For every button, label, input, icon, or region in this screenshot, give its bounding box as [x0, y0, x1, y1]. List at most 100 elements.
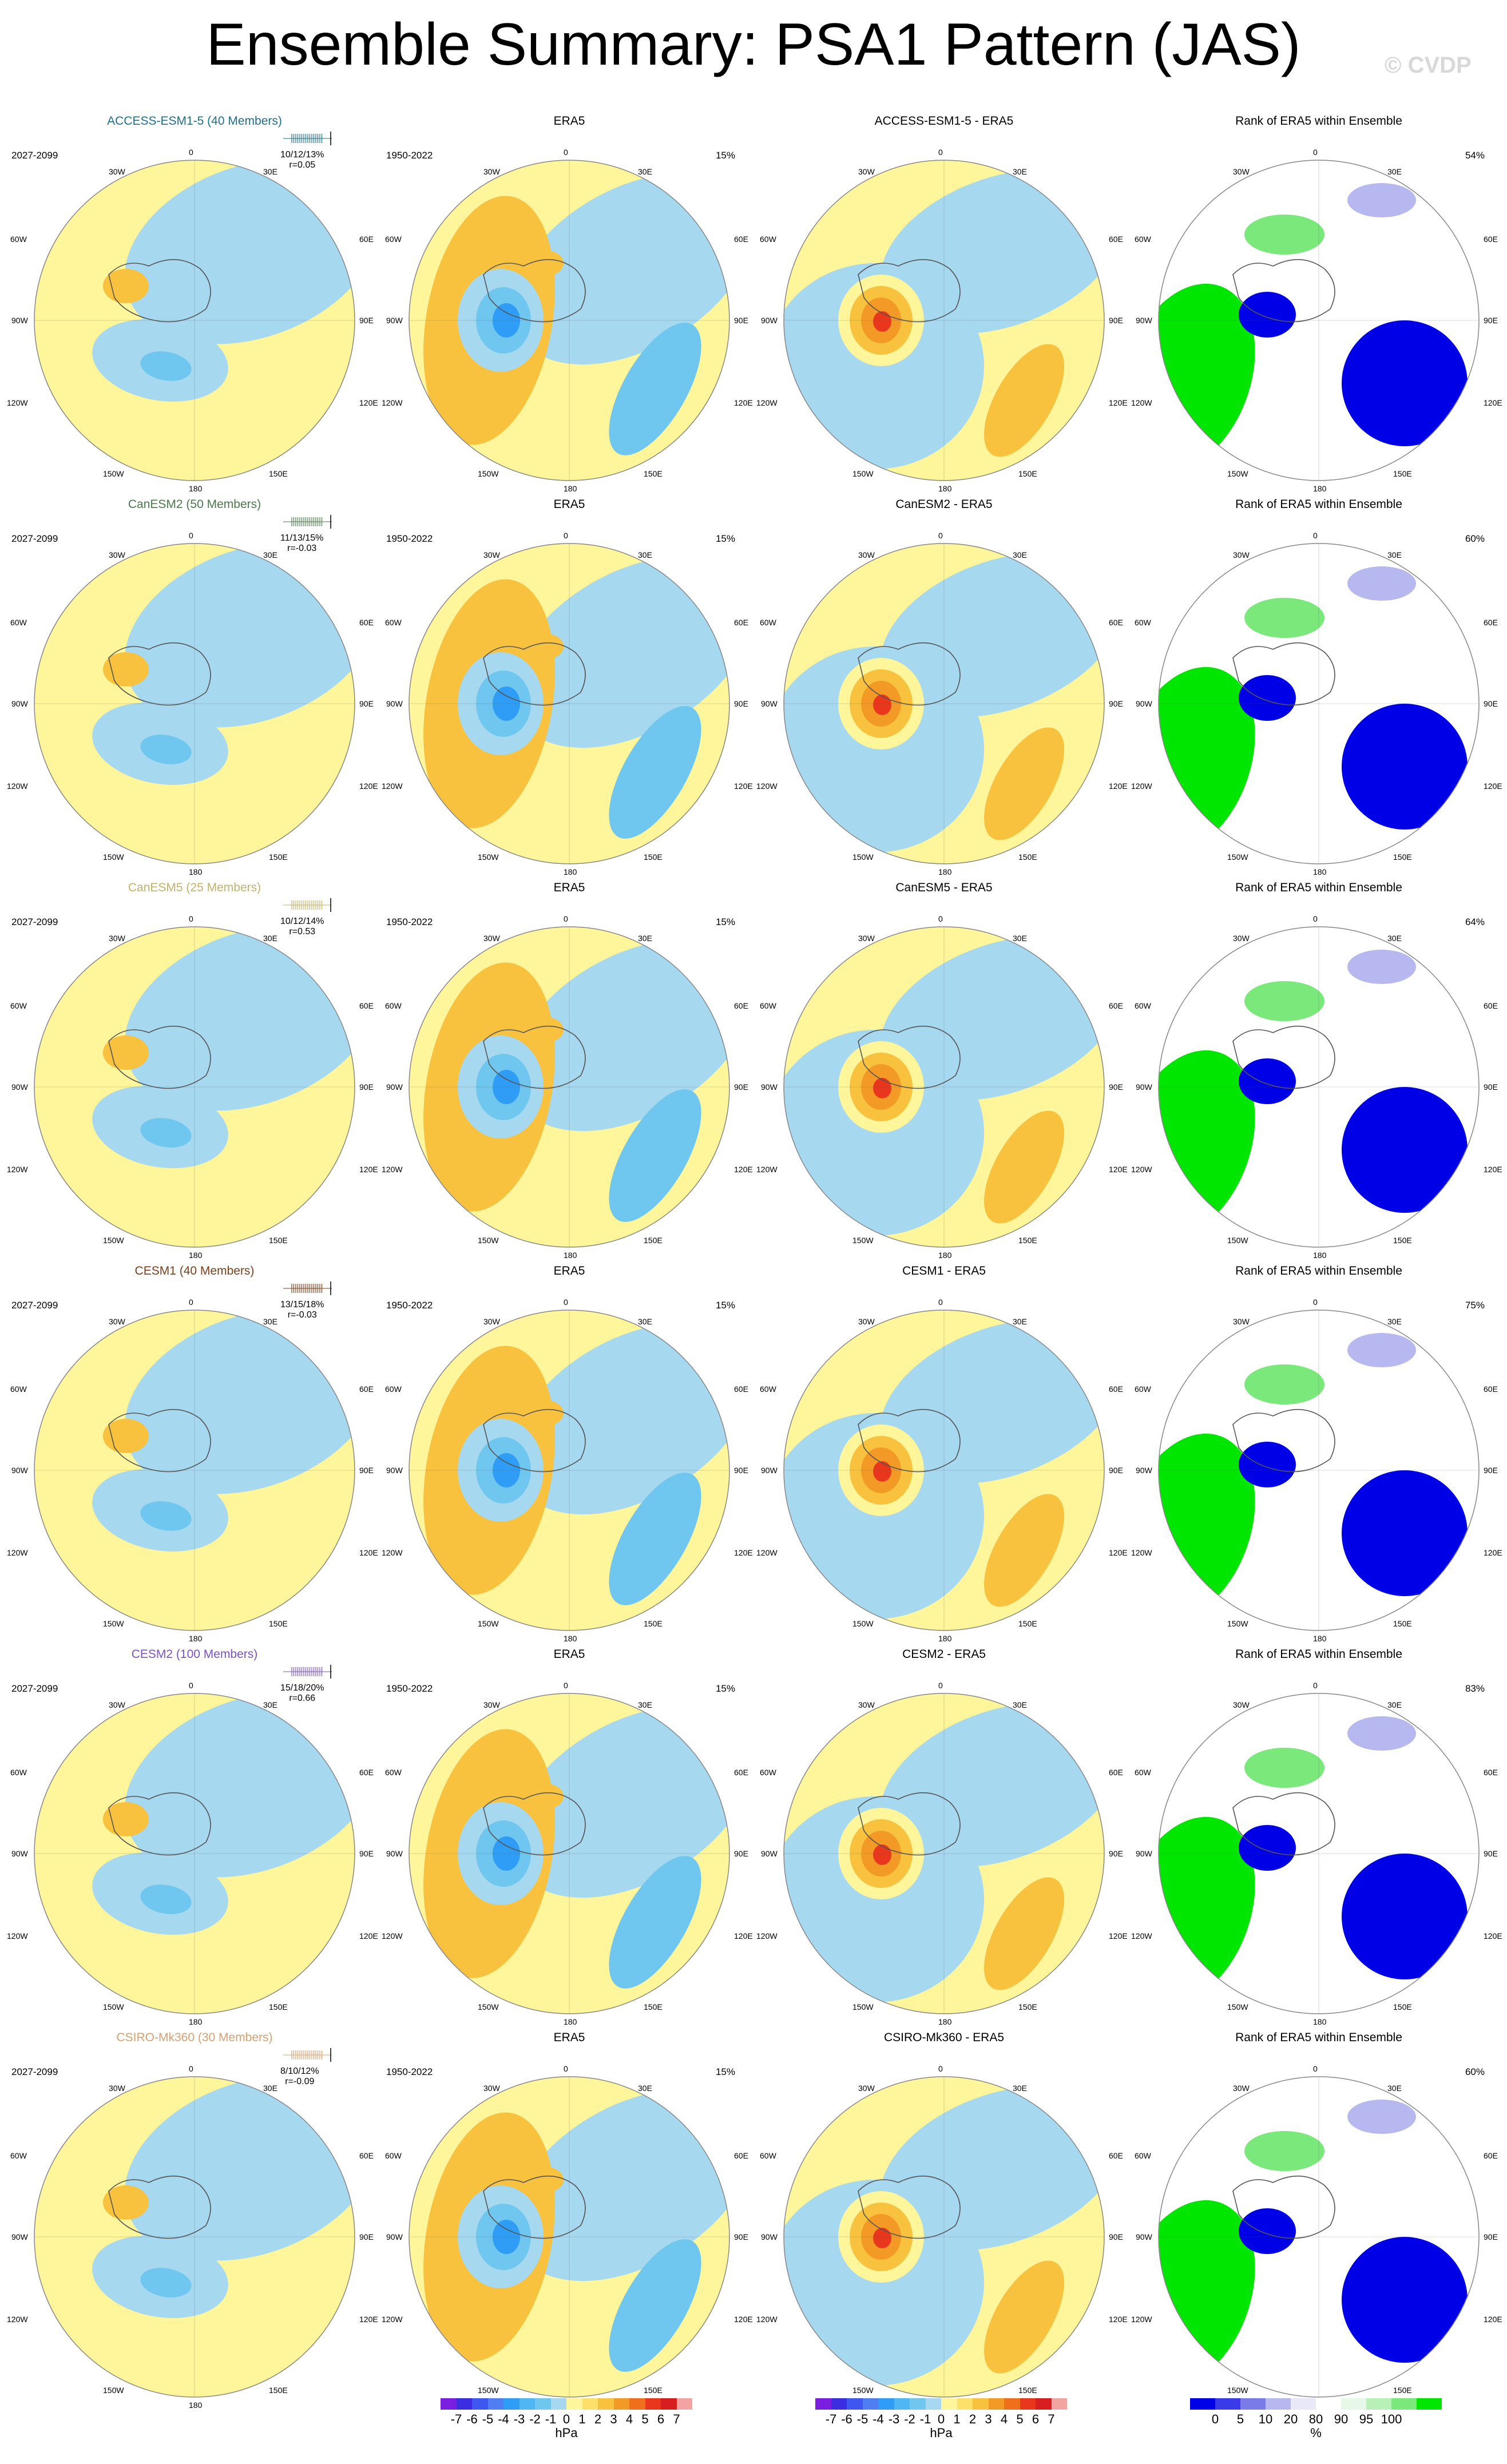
panel-era-row2: ERA5 1950-2022 15% 0 180 90W 90E 30W 30E 60W 60E 1… [382, 498, 753, 876]
polar-map [1136, 1671, 1502, 2040]
map-label-lower-right: 150E [269, 2386, 288, 2395]
colorbar-swatch [613, 2398, 629, 2410]
stats-range: 11/13/15% [280, 533, 324, 543]
colorbar-tick-label: 7 [673, 2412, 680, 2426]
map-label-top: 0 [189, 1681, 193, 1690]
panel-title: CESM2 - ERA5 [902, 1648, 986, 1661]
map-label-lower-right: 150E [644, 1619, 663, 1628]
colorbar-tick-label: -3 [513, 2412, 525, 2426]
map-label-left-upper: 60W [1135, 1384, 1151, 1394]
map-label-right-lower: 120E [1484, 398, 1502, 407]
colorbar-swatch [847, 2398, 863, 2410]
map-label-lower-left: 150W [852, 852, 874, 862]
map-label-left-upper: 60W [1135, 1768, 1151, 1777]
colorbar-rank: 0 5 10 20 80 90 95 100 % [1173, 2398, 1459, 2444]
ensemble-stats: 10/12/14% r=0.53 [280, 916, 324, 937]
colorbar-swatch [550, 2398, 566, 2410]
colorbar-swatches [1190, 2398, 1442, 2410]
map-label-left-lower: 120W [1131, 1165, 1152, 1174]
map-label-right-lower: 120E [1484, 1165, 1502, 1174]
map-label-right-mid: 90E [1484, 699, 1498, 708]
panel-title: CanESM2 - ERA5 [895, 498, 993, 511]
stats-correlation: r=-0.03 [287, 543, 317, 553]
map-label-right-mid: 90E [359, 316, 374, 325]
map-label-right-lower: 120E [359, 1931, 378, 1941]
map-label-upper-right: 30E [638, 934, 652, 943]
map-label-top: 0 [938, 914, 943, 923]
panel-rank-row1: Rank of ERA5 within Ensemble 54% 0 180 90W 9… [1131, 114, 1502, 493]
panel-title: CanESM5 (25 Members) [128, 881, 261, 894]
rank-percent: 60% [1465, 2066, 1485, 2077]
map-label-right-mid: 90E [734, 1082, 748, 1092]
colorbar-tick-label: 2 [594, 2412, 602, 2426]
map-label-left-lower: 120W [382, 2315, 403, 2324]
map-label-top: 0 [938, 1298, 943, 1307]
map-label-right-mid: 90E [1484, 316, 1498, 325]
map-label-upper-right: 30E [1387, 1317, 1402, 1326]
panel-title: ACCESS-ESM1-5 - ERA5 [874, 114, 1014, 128]
ensemble-stats: 15/18/20% r=0.66 [280, 1683, 324, 1704]
colorbar-tick-label: 6 [657, 2412, 665, 2426]
map-label-right-upper: 60E [1109, 1768, 1123, 1777]
colorbar-swatch [1391, 2398, 1417, 2410]
panel-title: ERA5 [553, 1264, 585, 1277]
member-spread-glyph [283, 898, 332, 912]
map-label-top: 0 [938, 148, 943, 157]
map-label-lower-right: 150E [269, 2002, 288, 2011]
colorbar-tick-label: 5 [1016, 2412, 1024, 2426]
map-label-right-upper: 60E [734, 235, 748, 244]
map-label-bottom: 180 [1313, 1251, 1327, 1260]
map-label-top: 0 [1313, 2064, 1318, 2073]
map-label-left-lower: 120W [382, 1548, 403, 1557]
colorbar-tick-label: 1 [578, 2412, 586, 2426]
colorbar-tick-label: -7 [450, 2412, 462, 2426]
map-label-left-mid: 90W [386, 699, 403, 708]
colorbar-tick-label: 0 [562, 2412, 570, 2426]
map-label-bottom: 180 [938, 1634, 952, 1643]
stats-correlation: r=0.05 [289, 160, 316, 170]
map-label-lower-left: 150W [1227, 852, 1248, 862]
colorbar-swatch [1036, 2398, 1052, 2410]
colorbar-swatch [862, 2398, 878, 2410]
map-label-right-lower: 120E [359, 2315, 378, 2324]
map-label-lower-right: 150E [1018, 852, 1037, 862]
polar-map [1136, 1287, 1502, 1656]
colorbar-tick-label: 90 [1334, 2412, 1349, 2426]
map-label-left-upper: 60W [760, 235, 776, 244]
map-label-left-upper: 60W [385, 1384, 402, 1394]
map-label-lower-right: 150E [269, 1236, 288, 1245]
map-label-right-lower: 120E [359, 1548, 378, 1557]
colorbar-tick-label: -4 [873, 2412, 884, 2426]
panel-title: Rank of ERA5 within Ensemble [1235, 1648, 1402, 1661]
map-label-lower-left: 150W [1227, 2386, 1248, 2395]
member-spread-glyph [283, 1281, 332, 1295]
polar-map [1136, 2054, 1502, 2423]
colorbar-tick-label: -2 [904, 2412, 915, 2426]
map-label-top: 0 [1313, 1298, 1318, 1307]
map-label-upper-left: 30W [483, 1317, 500, 1326]
map-label-upper-right: 30E [263, 1700, 277, 1709]
colorbar-tick-label: 3 [985, 2412, 992, 2426]
map-label-upper-right: 30E [638, 1700, 652, 1709]
panel-title: ERA5 [553, 498, 585, 511]
map-label-upper-right: 30E [638, 2084, 652, 2093]
map-label-left-lower: 120W [756, 398, 778, 407]
colorbar-swatch [925, 2398, 941, 2410]
map-label-bottom: 180 [189, 867, 203, 876]
map-label-left-upper: 60W [385, 618, 402, 627]
colorbar-tick-label: -6 [841, 2412, 852, 2426]
map-label-lower-left: 150W [103, 2386, 124, 2395]
panel-model-row4: CESM1 (40 Members) 2027-2099 13/15/18% r=… [7, 1264, 378, 1643]
map-label-left-mid: 90W [761, 2232, 778, 2241]
map-label-left-mid: 90W [11, 699, 28, 708]
period-label: 2027-2099 [11, 150, 58, 161]
colorbar-swatch [1190, 2398, 1215, 2410]
panel-title: ERA5 [553, 114, 585, 128]
map-label-left-lower: 120W [7, 1165, 28, 1174]
map-label-upper-left: 30W [1233, 550, 1250, 560]
polar-map [386, 1287, 752, 1656]
map-label-right-lower: 120E [1109, 1548, 1128, 1557]
map-label-right-mid: 90E [1484, 2232, 1498, 2241]
colorbar-tick-label: -4 [498, 2412, 509, 2426]
